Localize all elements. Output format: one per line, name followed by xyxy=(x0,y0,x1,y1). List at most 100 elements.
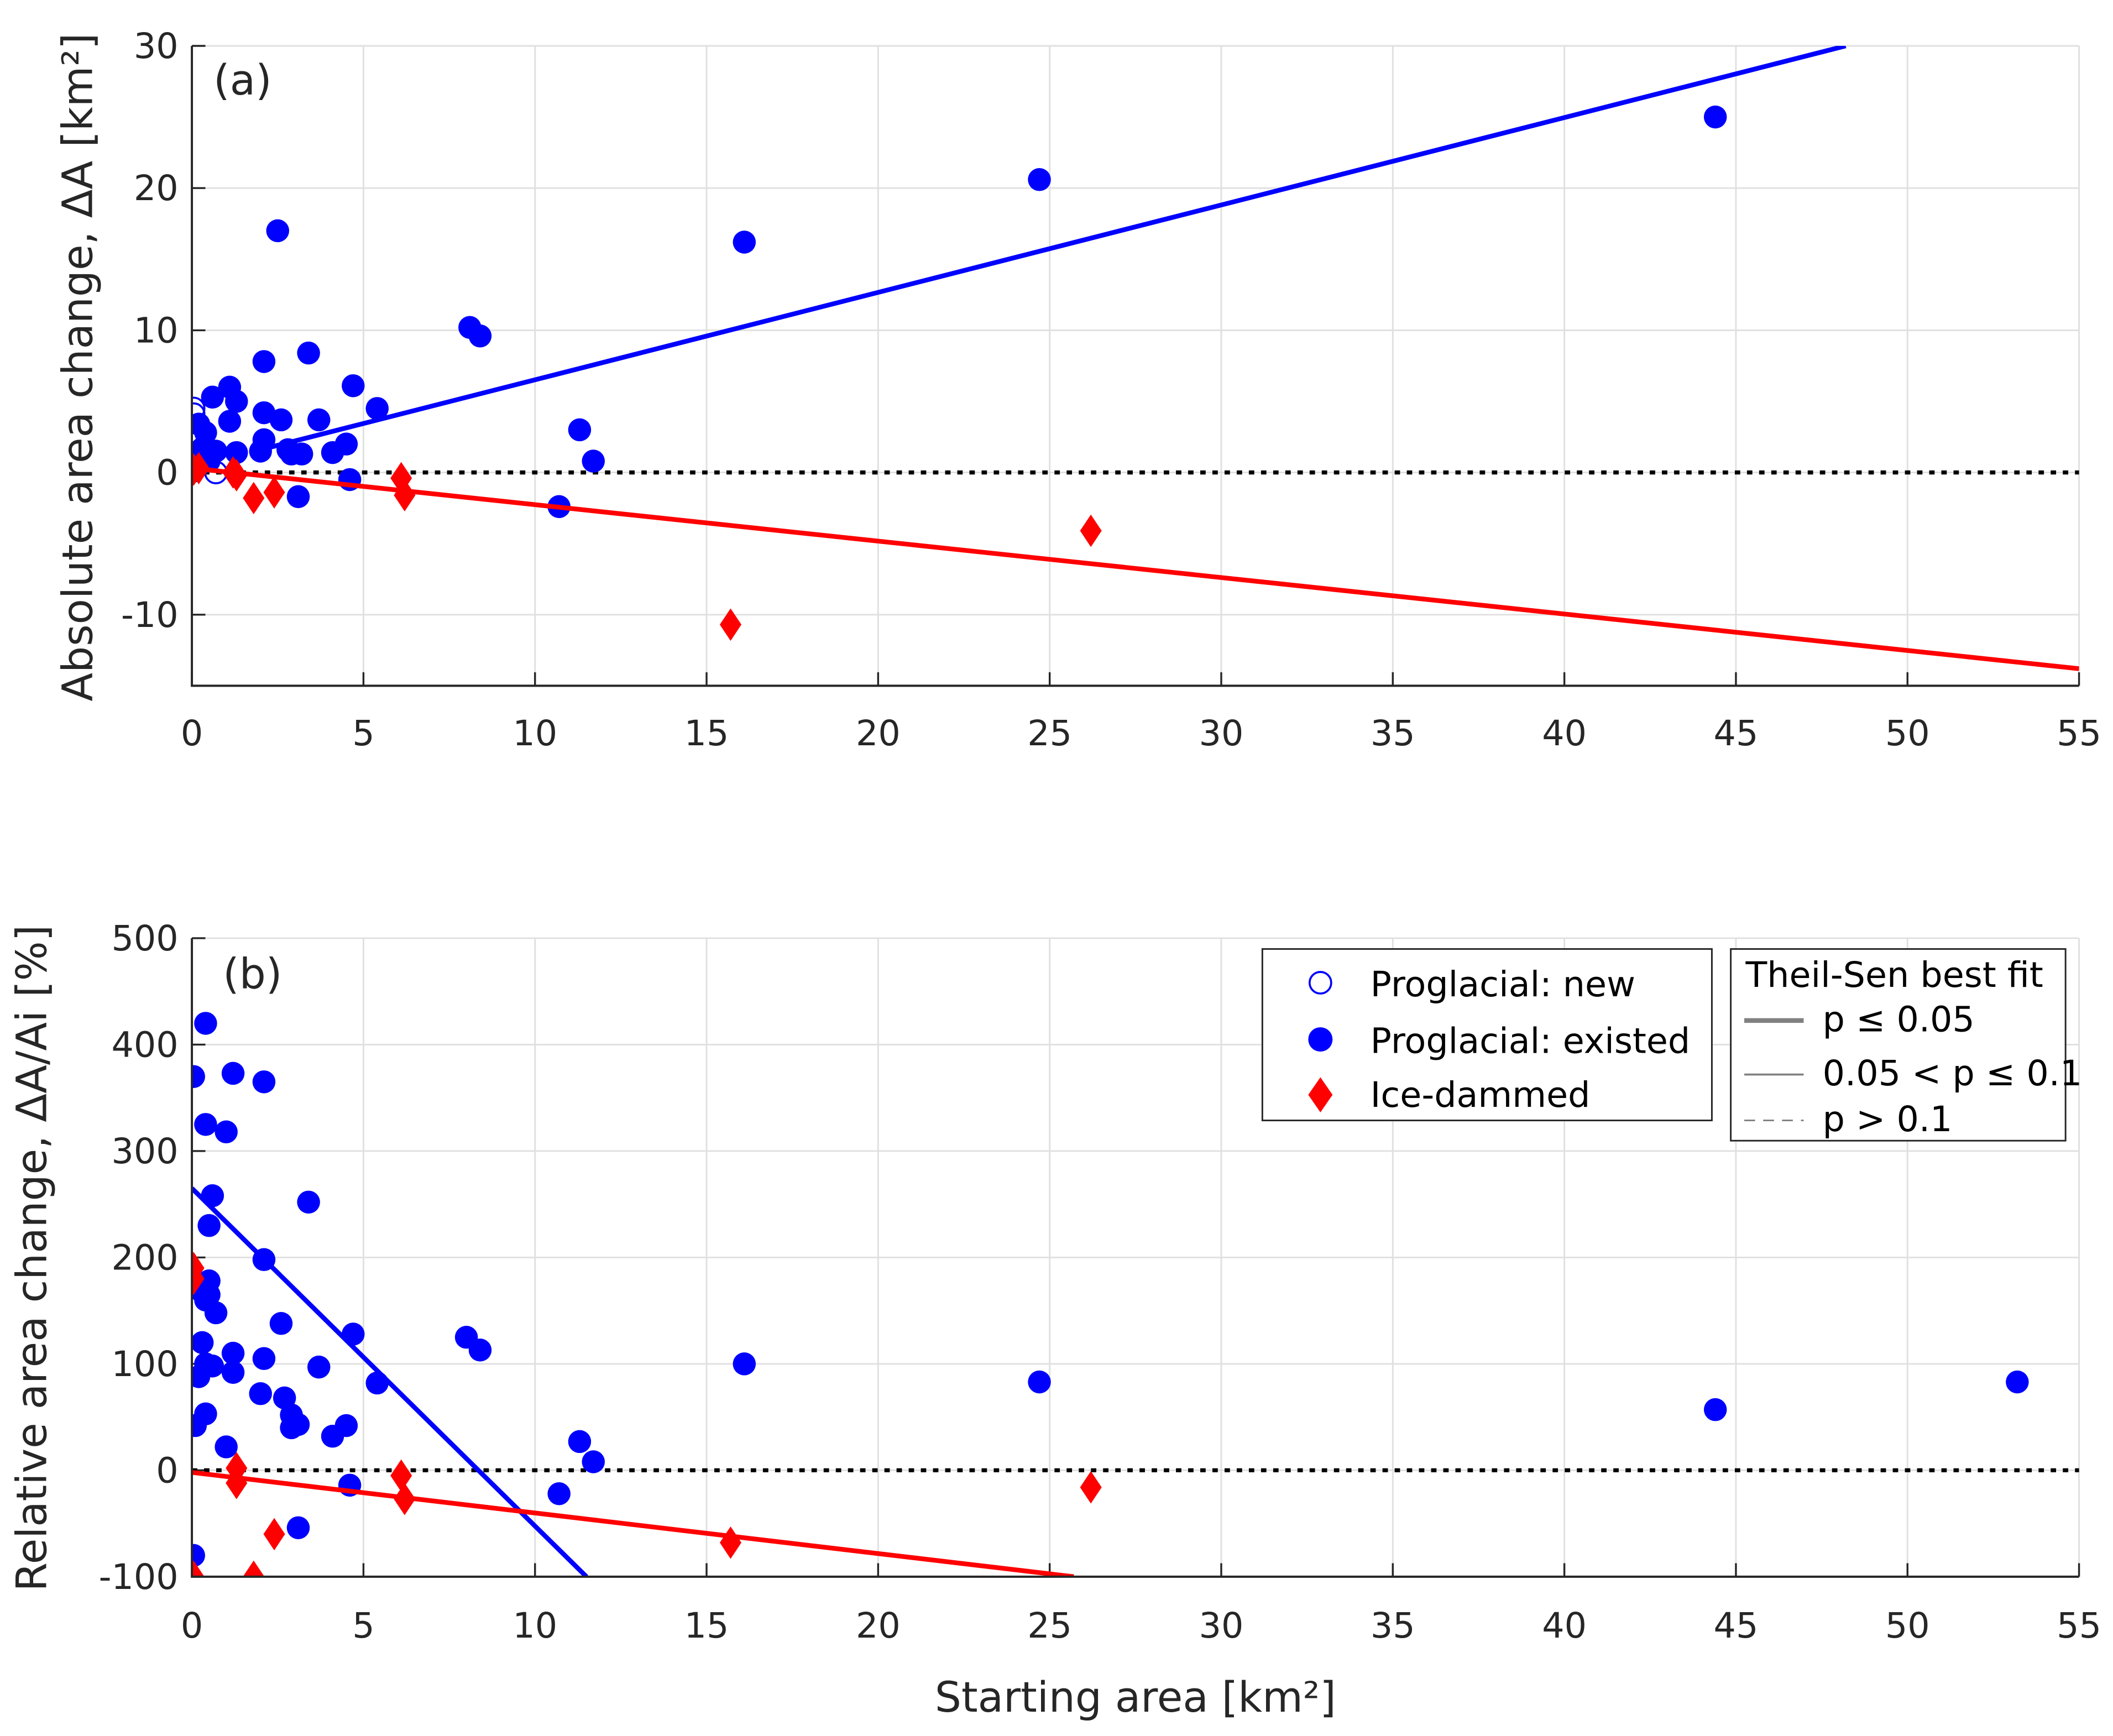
legend-fits: Theil-Sen best fit p ≤ 0.05 0.05 < p ≤ 0… xyxy=(1730,948,2083,1142)
y-tick-label: 500 xyxy=(112,918,179,959)
point-proglacial-existed xyxy=(221,1341,245,1365)
theil-sen-fit-line xyxy=(260,46,1847,452)
x-tick-label: 20 xyxy=(856,1605,901,1646)
point-proglacial-existed xyxy=(249,440,272,463)
point-ice-dammed xyxy=(192,1560,205,1577)
point-proglacial-existed xyxy=(194,1012,217,1035)
point-proglacial-existed xyxy=(280,1416,303,1440)
x-tick-label: 45 xyxy=(1714,713,1759,754)
point-ice-dammed xyxy=(263,1518,285,1551)
x-tick-label: 35 xyxy=(1371,1605,1415,1646)
point-proglacial-existed xyxy=(215,1120,238,1144)
legend-label: p > 0.1 xyxy=(1823,1099,1953,1139)
point-ice-dammed xyxy=(1080,1471,1102,1504)
y-axis-label-a: Absolute area change, ΔA [km²] xyxy=(53,33,102,702)
point-proglacial-existed xyxy=(197,1283,221,1306)
point-proglacial-existed xyxy=(568,418,592,442)
x-tick-label: 10 xyxy=(512,1605,557,1646)
point-proglacial-existed xyxy=(225,390,248,413)
legend-open-circle-icon xyxy=(1308,971,1332,995)
y-tick-label: 200 xyxy=(112,1237,179,1278)
point-ice-dammed xyxy=(394,479,416,512)
y-tick-label: -10 xyxy=(121,594,179,635)
x-tick-label: 5 xyxy=(352,1605,374,1646)
x-tick-label: 55 xyxy=(2057,1605,2101,1646)
legend-diamond-icon xyxy=(1308,1077,1333,1112)
axes xyxy=(191,46,2079,687)
x-tick-label: 15 xyxy=(684,1605,729,1646)
point-proglacial-existed xyxy=(192,1414,207,1437)
theil-sen-fit-line xyxy=(192,466,2079,671)
x-tick-label: 0 xyxy=(181,713,203,754)
point-proglacial-existed xyxy=(204,1301,228,1325)
point-proglacial-existed xyxy=(1028,1370,1051,1394)
point-proglacial-existed xyxy=(582,449,605,473)
point-proglacial-existed xyxy=(252,1347,276,1371)
point-proglacial-existed xyxy=(201,385,224,409)
point-proglacial-existed xyxy=(1703,1398,1727,1421)
point-proglacial-existed xyxy=(582,1450,605,1473)
point-proglacial-existed xyxy=(342,374,365,398)
point-proglacial-existed xyxy=(547,1482,571,1505)
point-ice-dammed xyxy=(263,476,285,509)
point-ice-dammed xyxy=(719,1526,742,1559)
point-ice-dammed xyxy=(192,1262,205,1295)
point-proglacial-existed xyxy=(266,219,290,243)
point-proglacial-existed xyxy=(221,1361,245,1384)
point-proglacial-existed xyxy=(321,1425,344,1448)
theil-sen-fit-line xyxy=(192,1470,1074,1577)
point-proglacial-existed xyxy=(290,442,313,466)
point-proglacial-existed xyxy=(249,1382,272,1405)
legend-label: 0.05 < p ≤ 0.1 xyxy=(1823,1053,2083,1094)
point-proglacial-existed xyxy=(1703,105,1727,129)
y-tick-label: 0 xyxy=(156,1450,178,1491)
x-tick-label: 50 xyxy=(1885,1605,1930,1646)
y-tick-label: 0 xyxy=(156,452,178,493)
y-tick-label: -100 xyxy=(99,1556,179,1597)
point-proglacial-existed xyxy=(468,324,492,348)
point-proglacial-existed xyxy=(225,441,248,464)
x-tick-label: 40 xyxy=(1542,1605,1587,1646)
legend-label: Proglacial: existed xyxy=(1371,1021,1691,1062)
x-tick-label: 50 xyxy=(1885,713,1930,754)
point-ice-dammed xyxy=(1080,514,1102,547)
point-proglacial-existed xyxy=(269,1312,293,1335)
point-proglacial-existed xyxy=(218,410,242,433)
axes xyxy=(191,938,2079,1578)
x-tick-label: 25 xyxy=(1027,713,1072,754)
point-proglacial-existed xyxy=(215,1435,238,1458)
point-proglacial-existed xyxy=(297,1190,320,1214)
point-proglacial-existed xyxy=(194,1113,217,1136)
legend-label: p ≤ 0.05 xyxy=(1823,998,1975,1039)
point-ice-dammed xyxy=(719,608,742,641)
x-tick-label: 0 xyxy=(181,1605,203,1646)
point-proglacial-existed xyxy=(192,1544,205,1567)
point-proglacial-existed xyxy=(307,1355,331,1379)
panel-a: 0 5 10 15 20 25 30 35 40 45 50 55 -10 0 10 20 30 xyxy=(121,25,2101,754)
point-ice-dammed xyxy=(243,482,265,515)
svg-text:Relative area change, ΔA/Ai [%: Relative area change, ΔA/Ai [%] xyxy=(7,925,56,1592)
x-axis-label: Starting area [km²] xyxy=(935,1673,1336,1722)
point-proglacial-existed xyxy=(286,485,310,509)
point-proglacial-existed xyxy=(568,1430,592,1453)
x-tick-label: 25 xyxy=(1027,1605,1072,1646)
point-proglacial-existed xyxy=(733,231,756,254)
x-tick-label: 45 xyxy=(1714,1605,1759,1646)
point-proglacial-existed xyxy=(197,1214,221,1237)
point-proglacial-existed xyxy=(297,341,320,365)
y-tick-label: 30 xyxy=(134,25,179,66)
plot-area xyxy=(192,46,2079,671)
point-proglacial-existed xyxy=(286,1516,310,1540)
x-tick-label: 30 xyxy=(1199,713,1244,754)
theil-sen-fit-line xyxy=(192,1186,588,1577)
point-proglacial-existed xyxy=(2006,1370,2029,1394)
svg-text:Absolute area change, ΔA [km²]: Absolute area change, ΔA [km²] xyxy=(53,33,102,702)
point-proglacial-existed xyxy=(252,1070,276,1094)
legend-label: Proglacial: new xyxy=(1371,964,1635,1005)
x-tick-label: 5 xyxy=(352,713,374,754)
y-tick-label: 300 xyxy=(112,1131,179,1172)
point-proglacial-existed xyxy=(192,1331,214,1355)
point-proglacial-existed xyxy=(192,1365,211,1388)
point-proglacial-existed xyxy=(221,1062,245,1085)
